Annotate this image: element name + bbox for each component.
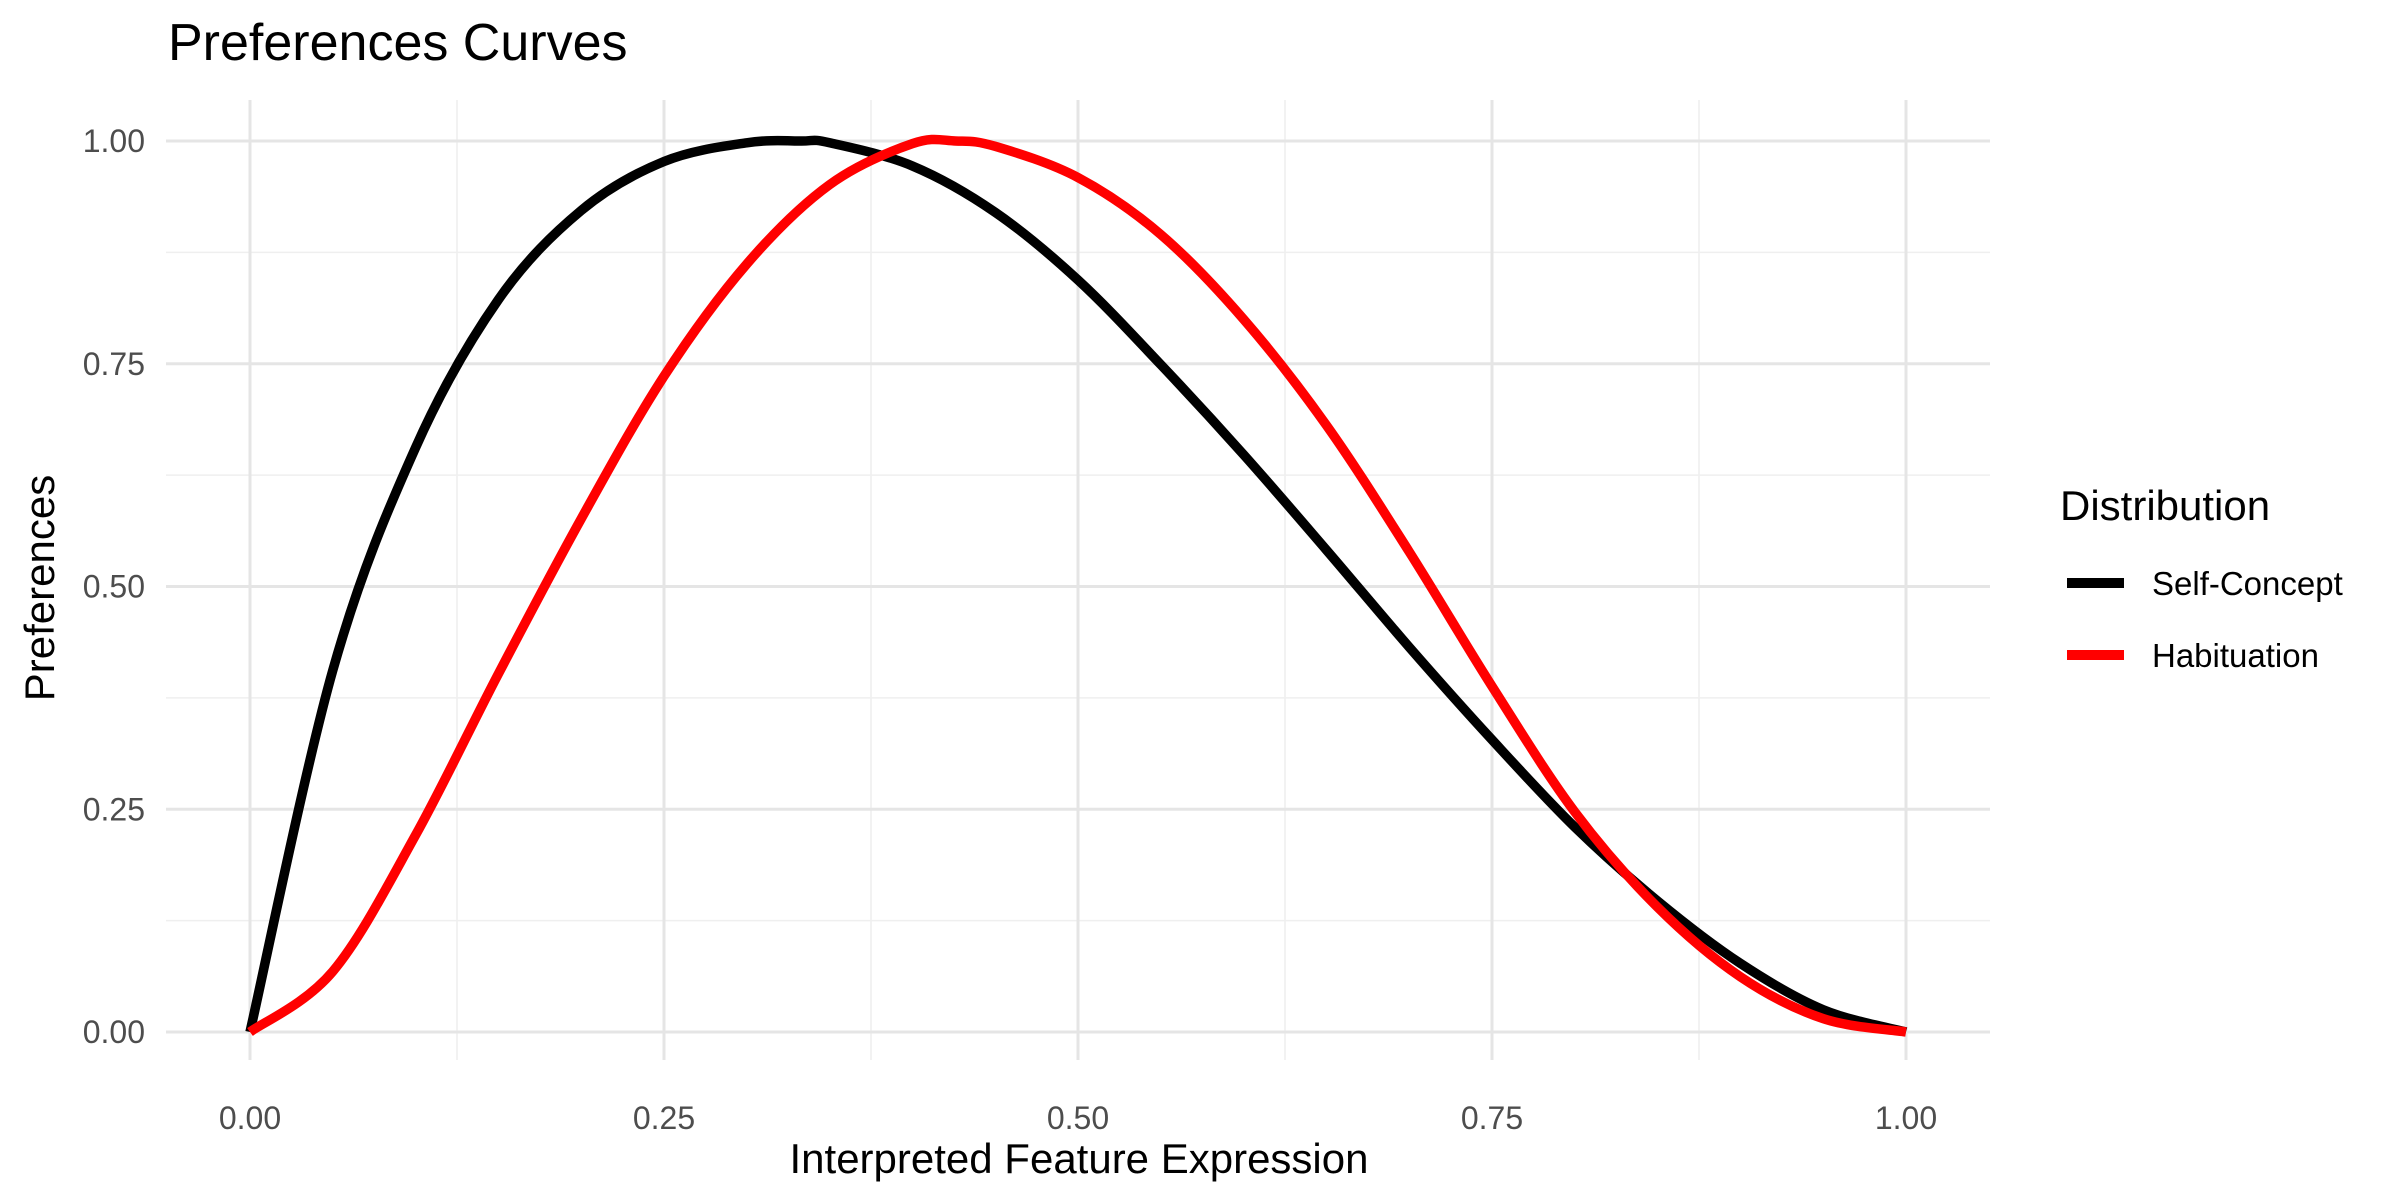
y-tick-label: 1.00: [83, 123, 145, 159]
series-lines: [245, 134, 1908, 1037]
x-axis-title: Interpreted Feature Expression: [790, 1135, 1369, 1182]
x-tick-label: 1.00: [1875, 1100, 1937, 1136]
legend-title: Distribution: [2060, 482, 2270, 529]
y-axis-title: Preferences: [16, 475, 63, 701]
x-tick-label: 0.25: [633, 1100, 695, 1136]
y-tick-labels: 0.00 0.25 0.50 0.75 1.00: [83, 123, 145, 1050]
legend: Distribution Self-Concept Habituation: [2060, 482, 2343, 674]
chart-title: Preferences Curves: [168, 14, 628, 72]
legend-label-self-concept: Self-Concept: [2152, 565, 2343, 602]
x-tick-label: 0.50: [1047, 1100, 1109, 1136]
x-tick-labels: 0.00 0.25 0.50 0.75 1.00: [219, 1100, 1937, 1136]
legend-label-habituation: Habituation: [2152, 637, 2319, 674]
y-tick-label: 0.25: [83, 791, 145, 827]
y-tick-label: 0.75: [83, 346, 145, 382]
y-tick-label: 0.50: [83, 569, 145, 605]
x-tick-label: 0.75: [1461, 1100, 1523, 1136]
major-gridlines: [166, 100, 1990, 1060]
series-line-self-concept: [245, 135, 1908, 1037]
y-tick-label: 0.00: [83, 1014, 145, 1050]
x-tick-label: 0.00: [219, 1100, 281, 1136]
series-line-habituation: [247, 134, 1907, 1037]
